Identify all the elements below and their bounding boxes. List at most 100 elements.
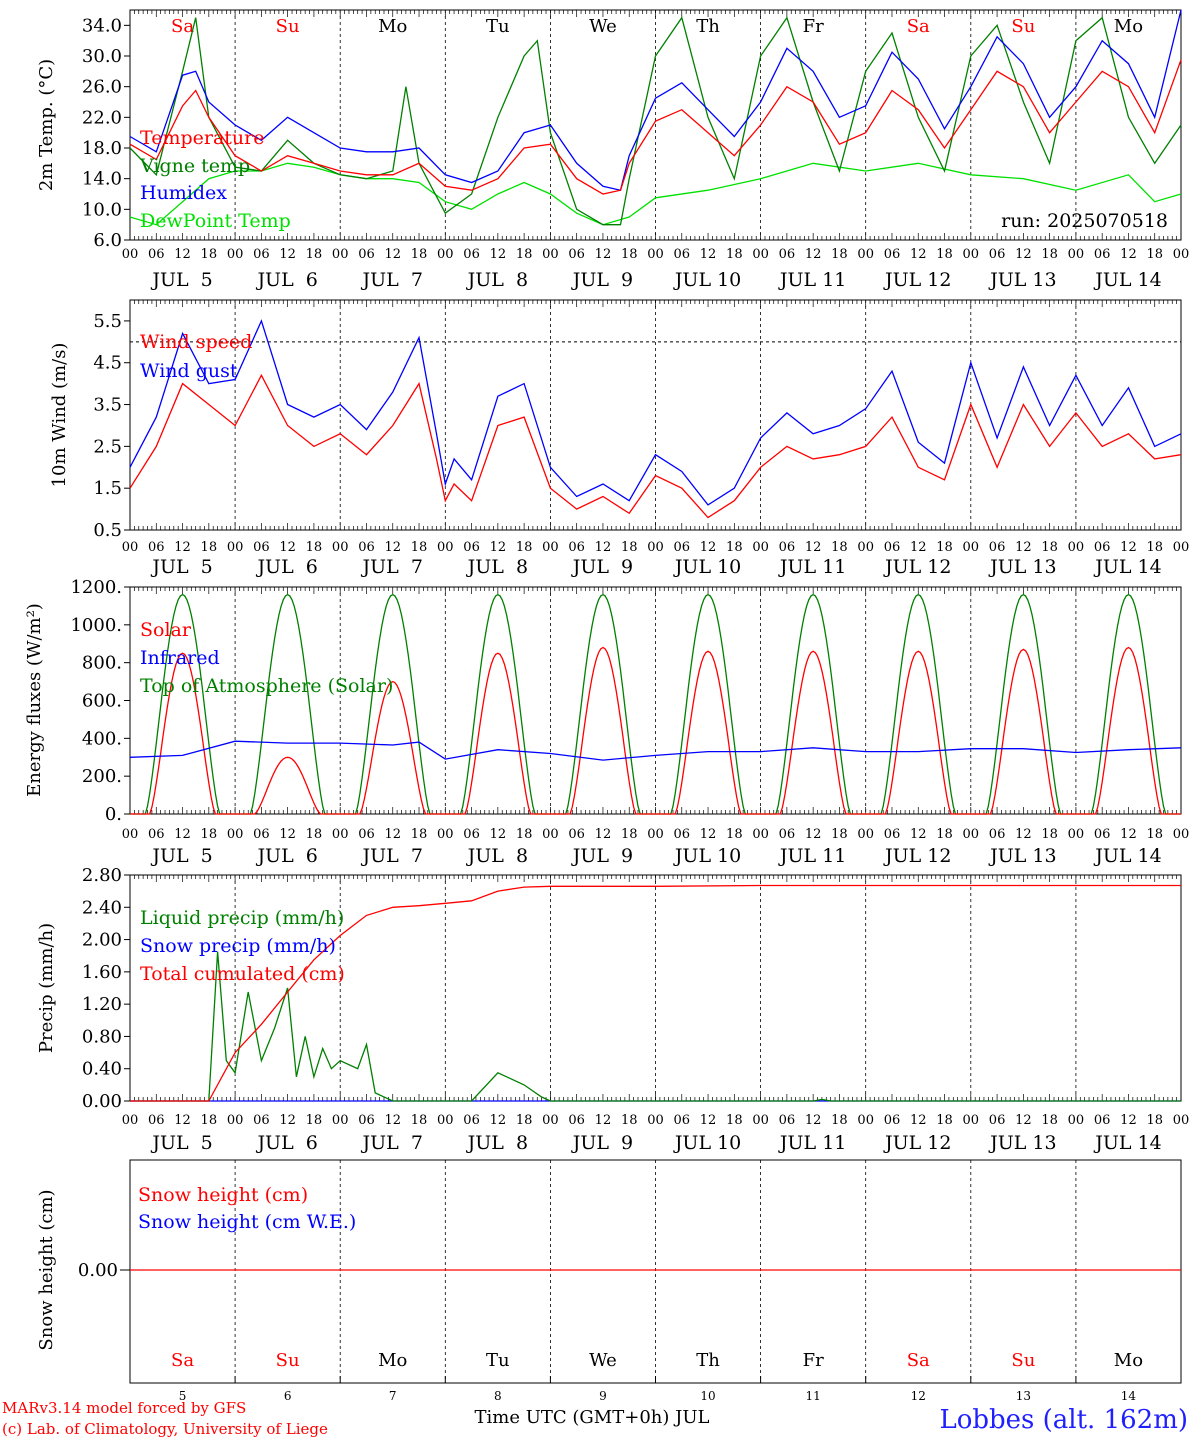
weekday-label: Su <box>276 16 300 37</box>
hour-label: 18 <box>306 247 323 262</box>
temperature-series <box>129 9 1182 226</box>
date-label: JUL 8 <box>466 269 528 291</box>
hour-label: 18 <box>1041 827 1058 842</box>
y-tick-label: 0. <box>105 804 122 825</box>
weekday-label: Sa <box>171 16 194 37</box>
hour-label: 00 <box>332 247 349 262</box>
date-label: JUL 13 <box>988 845 1056 867</box>
run-label: run: 2025070518 <box>1001 210 1168 232</box>
wind-hour-ticks <box>129 300 1182 530</box>
hour-label: 12 <box>490 1113 507 1128</box>
wind-speed-line <box>129 373 1182 519</box>
hour-label: 00 <box>752 827 769 842</box>
hour-label: 06 <box>1094 247 1111 262</box>
y-tick-label: 26.0 <box>82 77 122 98</box>
day-number: 10 <box>700 1389 715 1403</box>
hour-label: 00 <box>1068 827 1085 842</box>
hour-label: 12 <box>174 247 191 262</box>
date-label: JUL 6 <box>255 269 317 291</box>
weekday-label: Fr <box>803 16 824 37</box>
hour-label: 00 <box>542 1113 559 1128</box>
hour-label: 06 <box>884 540 901 555</box>
hour-label: 06 <box>463 1113 480 1128</box>
hour-label: 00 <box>1173 827 1190 842</box>
date-label: JUL 9 <box>571 845 633 867</box>
temperature-y-axis-label: 2m Temp. (°C) <box>36 59 57 191</box>
hour-label: 06 <box>779 827 796 842</box>
date-label: JUL 9 <box>571 556 633 578</box>
date-label: JUL 12 <box>883 1132 951 1154</box>
hour-label: 00 <box>227 827 244 842</box>
hour-label: 06 <box>148 247 165 262</box>
y-tick-label: 4.5 <box>93 353 122 374</box>
hour-label: 00 <box>227 247 244 262</box>
legend-liquid-precip: Liquid precip (mm/h) <box>140 907 344 929</box>
snow-y-tick-label: 0.00 <box>78 1260 118 1281</box>
day-number: 5 <box>179 1389 187 1403</box>
hour-label: 18 <box>936 247 953 262</box>
y-tick-label: 14.0 <box>82 169 122 190</box>
hour-label: 18 <box>306 827 323 842</box>
date-label: JUL 10 <box>673 556 741 578</box>
hour-label: 06 <box>463 247 480 262</box>
hour-label: 06 <box>674 247 691 262</box>
hour-label: 12 <box>700 827 717 842</box>
hour-label: 18 <box>936 1113 953 1128</box>
hour-label: 00 <box>542 540 559 555</box>
hour-label: 00 <box>332 1113 349 1128</box>
hour-label: 06 <box>253 1113 270 1128</box>
hour-label: 06 <box>674 540 691 555</box>
hour-label: 18 <box>831 247 848 262</box>
weekday-label: Su <box>276 1350 300 1371</box>
hour-label: 06 <box>148 540 165 555</box>
legend-snow-height: Snow height (cm) <box>138 1184 308 1206</box>
hour-label: 00 <box>332 540 349 555</box>
hour-label: 18 <box>201 540 218 555</box>
hour-label: 06 <box>989 540 1006 555</box>
hour-label: 12 <box>595 827 612 842</box>
hour-label: 06 <box>779 247 796 262</box>
hour-label: 06 <box>148 1113 165 1128</box>
y-tick-label: 1.60 <box>82 962 122 983</box>
hour-label: 12 <box>384 247 401 262</box>
credit-model: MARv3.14 model forced by GFS <box>2 1399 246 1417</box>
hour-label: 00 <box>752 1113 769 1128</box>
date-label: JUL 12 <box>883 269 951 291</box>
weekday-label: Th <box>696 1350 720 1371</box>
hour-label: 18 <box>306 1113 323 1128</box>
y-tick-label: 2.00 <box>82 930 122 951</box>
hour-label: 18 <box>1146 247 1163 262</box>
hour-label: 12 <box>595 1113 612 1128</box>
liquid-precip-line <box>130 951 1181 1102</box>
hour-label: 18 <box>201 247 218 262</box>
snow-y-axis-label: Snow height (cm) <box>36 1189 57 1350</box>
hour-label: 18 <box>1041 1113 1058 1128</box>
y-tick-label: 6.0 <box>93 230 122 251</box>
hour-label: 06 <box>358 247 375 262</box>
legend-infrared: Infrared <box>140 647 220 669</box>
vigne-temp-line <box>129 16 1182 226</box>
day-number: 11 <box>806 1389 821 1403</box>
day-number: 6 <box>284 1389 292 1403</box>
hour-label: 12 <box>1120 540 1137 555</box>
date-label: JUL 11 <box>778 1132 846 1154</box>
snow-panel: Snow height (cm) 0.00 Sa Su Mo Tu We Th Fr Sa Su… <box>36 1159 1182 1403</box>
hour-label: 12 <box>279 540 296 555</box>
hour-label: 12 <box>384 540 401 555</box>
hour-label: 06 <box>463 827 480 842</box>
y-tick-label: 3.5 <box>93 395 122 416</box>
date-label: JUL 13 <box>988 269 1056 291</box>
hour-label: 12 <box>595 540 612 555</box>
hour-label: 12 <box>805 247 822 262</box>
hour-label: 06 <box>568 540 585 555</box>
hour-label: 00 <box>647 247 664 262</box>
weekday-label: Mo <box>1114 16 1143 37</box>
hour-label: 18 <box>516 1113 533 1128</box>
hour-label: 00 <box>857 827 874 842</box>
date-label: JUL 12 <box>883 845 951 867</box>
wind-gust-line <box>129 319 1182 506</box>
wind-panel: 10m Wind (m/s) 5.5 4.5 3.5 2.5 1.5 0.5 00 06 12… <box>49 299 1190 578</box>
hour-label: 06 <box>884 247 901 262</box>
y-tick-label: 2.80 <box>82 865 122 886</box>
